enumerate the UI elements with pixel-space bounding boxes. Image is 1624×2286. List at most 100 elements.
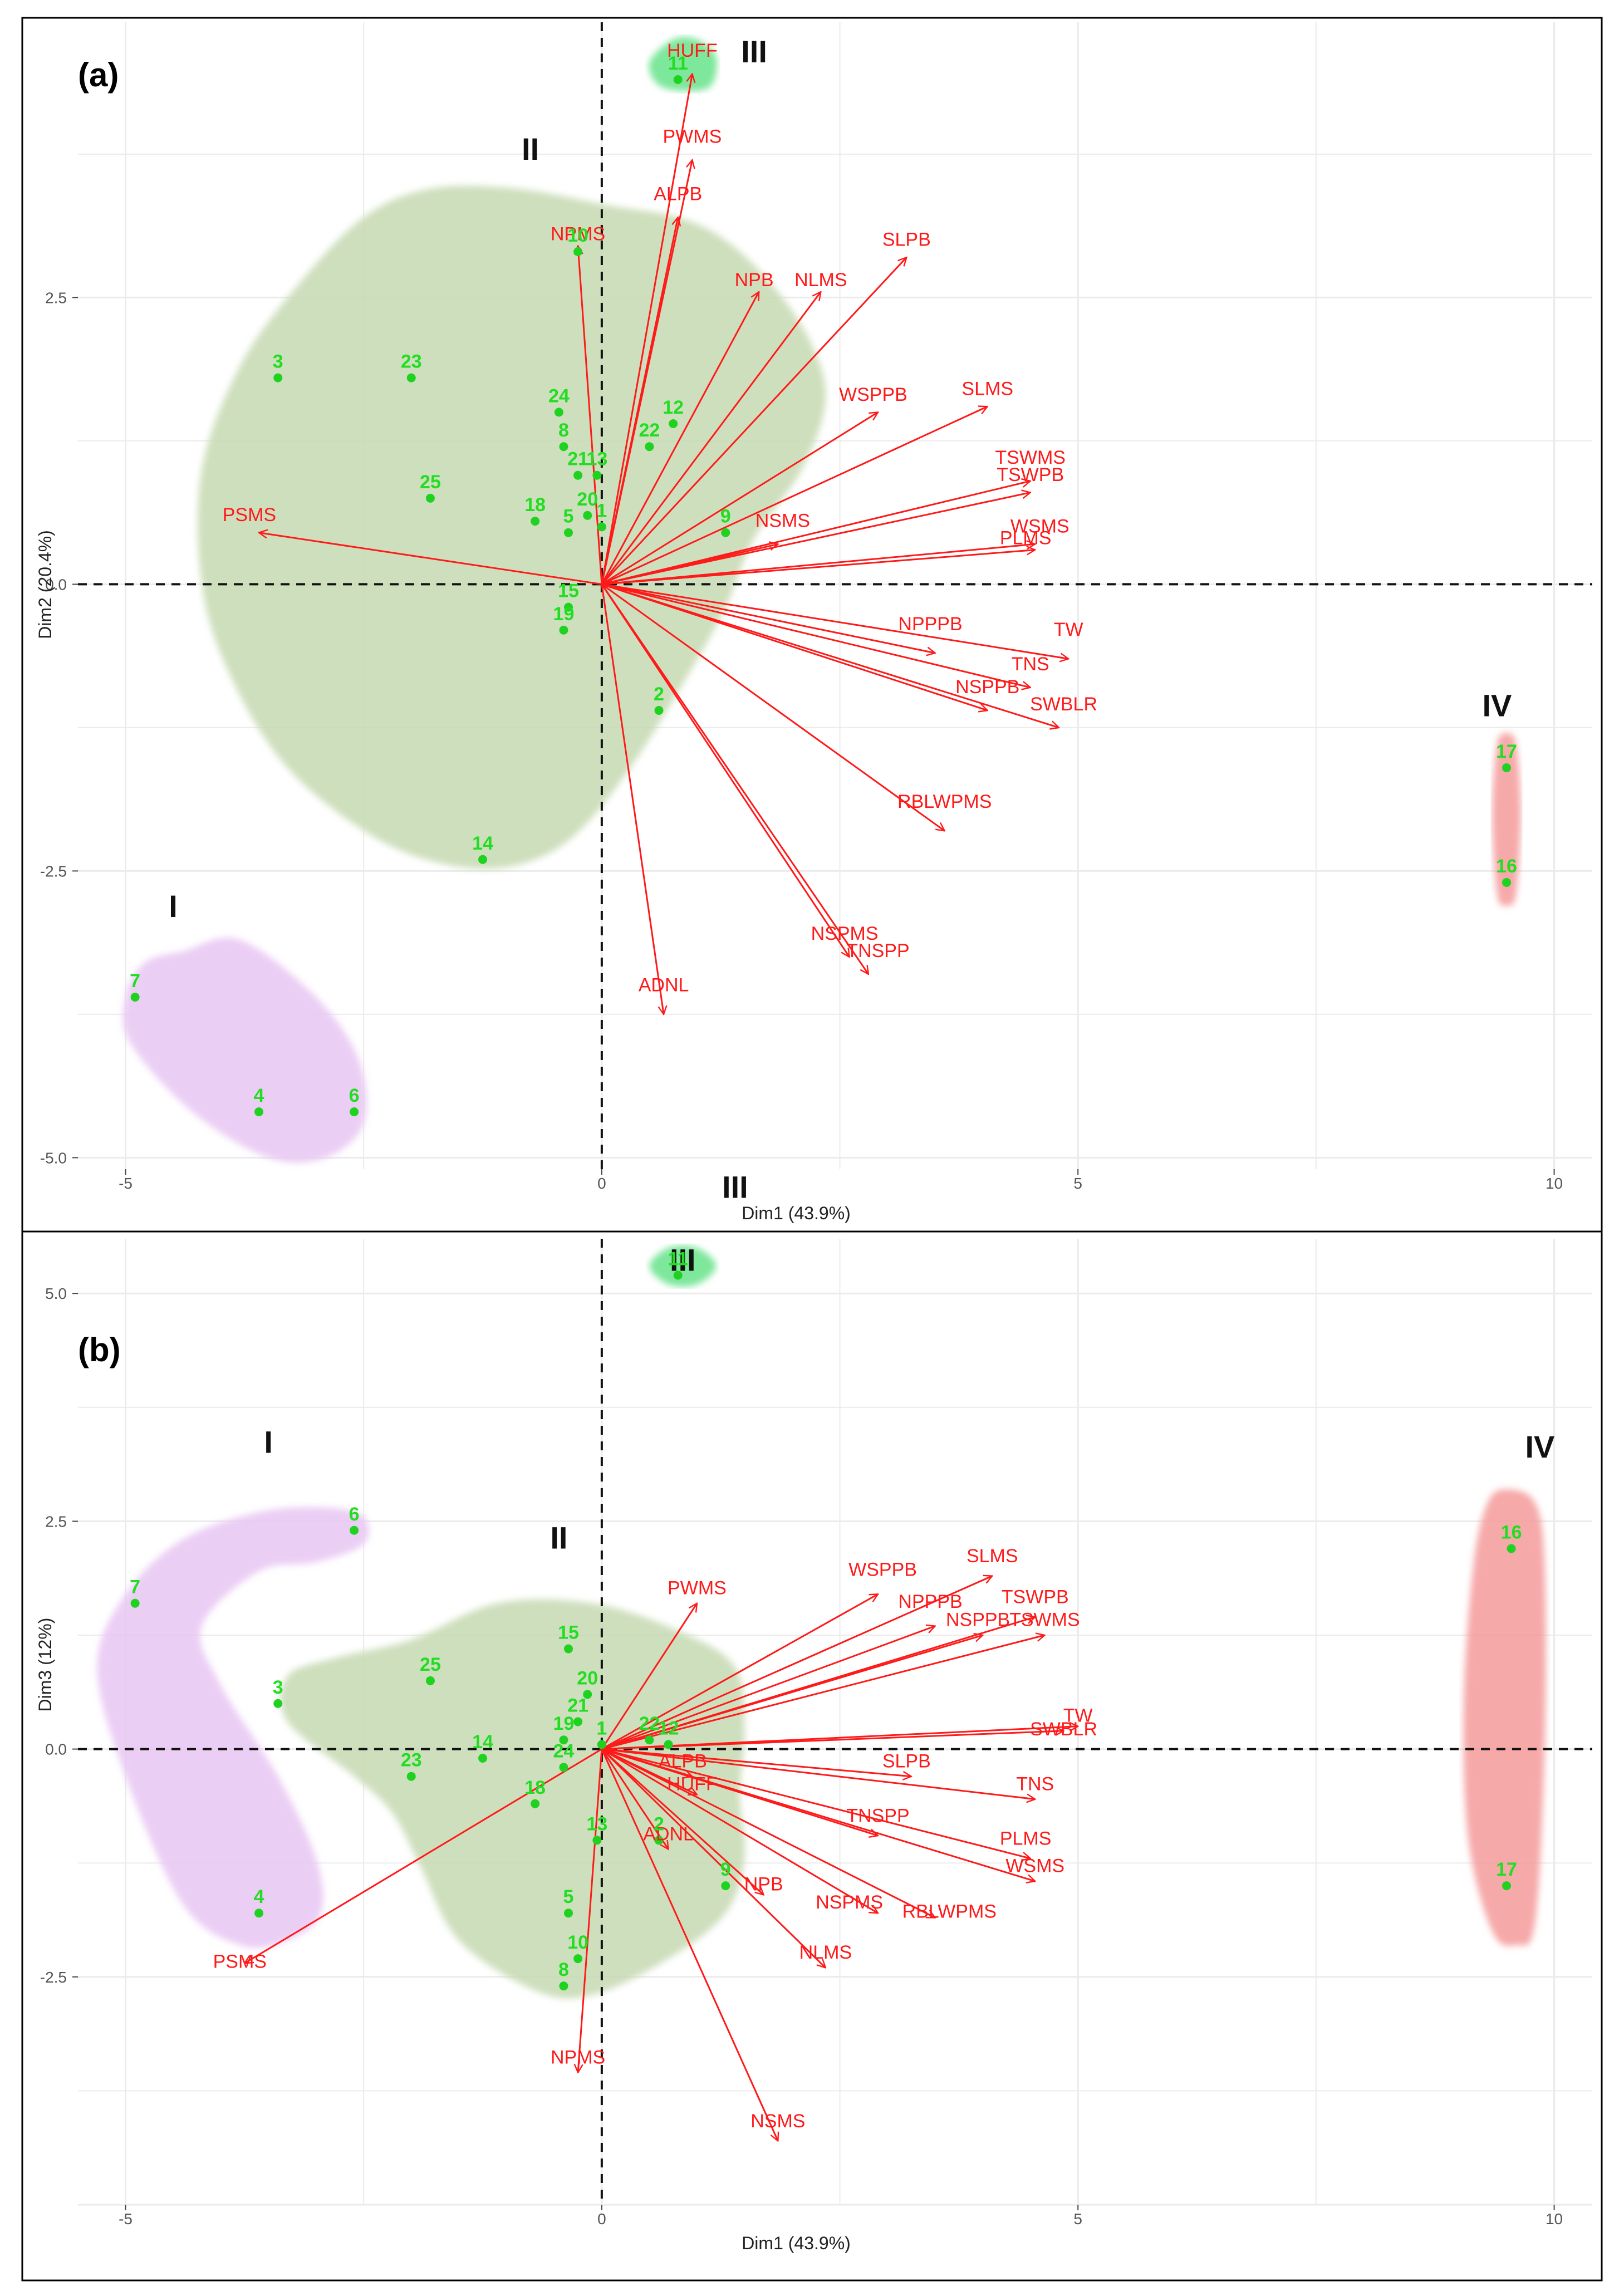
variable-label-NSPPB: NSPPB [946, 1610, 1010, 1631]
individual-point-3 [273, 373, 283, 382]
individual-point-6 [350, 1525, 359, 1535]
panel-a-axes: -5 0 5 10 2.5 0.0 -2.5 -5.0 [40, 22, 1592, 1192]
individual-point-8 [559, 442, 568, 452]
variable-arrow-WSPPB [601, 412, 878, 585]
individual-label-4: 4 [254, 1085, 264, 1106]
individual-point-10 [573, 1954, 583, 1964]
variable-arrow-WSMS [601, 1748, 1035, 1881]
individual-label-1: 1 [596, 500, 607, 521]
individual-label-22: 22 [639, 420, 660, 441]
y-tick-label: -5.0 [40, 1149, 67, 1166]
individual-label-7: 7 [130, 1577, 140, 1598]
variable-label-TNSPP: TNSPP [846, 1806, 909, 1827]
variable-label-WSPPB: WSPPB [848, 1559, 917, 1581]
y-tick-label: 5.0 [45, 1285, 67, 1302]
individual-point-8 [559, 1981, 568, 1991]
variable-arrow-SLPB [601, 1748, 911, 1777]
individual-label-7: 7 [130, 970, 140, 992]
variable-label-NPB: NPB [744, 1873, 783, 1895]
variable-label-WSMS: WSMS [1010, 516, 1069, 537]
individual-point-22 [645, 442, 654, 452]
variable-label-PWMS: PWMS [663, 126, 722, 147]
panel-b-label: (b) [78, 1331, 121, 1368]
individual-label-19: 19 [553, 604, 575, 625]
individual-point-21 [573, 1717, 583, 1726]
individual-point-11 [673, 75, 683, 84]
group-IV-region [1492, 733, 1521, 906]
panel-a-label: (a) [78, 56, 119, 94]
variable-arrow-TSWPB [601, 493, 1031, 585]
individual-point-15 [564, 602, 573, 612]
individual-point-22 [645, 1735, 654, 1745]
individual-label-22: 22 [639, 1713, 660, 1734]
individual-label-24: 24 [548, 385, 570, 406]
group-III-region [649, 1245, 717, 1287]
panel-a-x-axis-title: Dim1 (43.9%) [742, 1203, 851, 1223]
individual-point-14 [478, 1753, 488, 1763]
variable-label-NSMS: NSMS [750, 2111, 805, 2132]
variable-arrow-NPPPB [601, 1626, 935, 1750]
variable-arrow-NSPPB [601, 1635, 983, 1750]
y-tick-label: 2.5 [45, 1513, 67, 1530]
individual-point-5 [564, 1909, 573, 1918]
variable-arrow-WSMS [601, 544, 1035, 585]
group-III-label: III [741, 34, 767, 69]
variable-label-NPB: NPB [735, 269, 774, 291]
y-tick-label: 2.5 [45, 289, 67, 306]
group-II-region [280, 1599, 745, 1999]
individual-point-13 [592, 1836, 602, 1845]
individual-point-19 [559, 1735, 568, 1745]
individual-point-14 [478, 855, 488, 864]
variable-arrow-NSPMS [601, 1748, 878, 1914]
variable-label-NPPPB: NPPPB [898, 1591, 962, 1612]
variable-label-NPMS: NPMS [551, 223, 605, 244]
individual-label-9: 9 [720, 506, 731, 527]
variable-label-TNS: TNS [1012, 654, 1049, 675]
variable-arrow-NPMS [578, 1749, 603, 2073]
individual-label-21: 21 [567, 1695, 588, 1716]
panel-b-x-axis-title: Dim1 (43.9%) [742, 2233, 851, 2253]
individual-label-17: 17 [1496, 741, 1517, 762]
individual-point-16 [1502, 878, 1512, 887]
individual-point-20 [583, 1690, 592, 1699]
variable-label-ALPB: ALPB [659, 1750, 707, 1772]
variable-arrow-TNSPP [601, 583, 869, 974]
variable-arrow-SWBLR [601, 583, 1059, 728]
individual-label-20: 20 [577, 489, 598, 510]
individual-point-23 [406, 373, 416, 382]
y-tick-label: -2.5 [40, 1969, 67, 1986]
individual-label-2: 2 [654, 1813, 664, 1834]
extra-label: III [722, 1170, 748, 1205]
individual-label-18: 18 [524, 1777, 546, 1798]
variable-arrow-ADNL [601, 1748, 669, 1850]
individual-label-8: 8 [558, 1959, 569, 1980]
variable-arrow-RBLWPMS [601, 1748, 935, 1919]
variable-label-RBLWPMS: RBLWPMS [902, 1901, 997, 1922]
variable-label-NPPPB: NPPPB [898, 614, 962, 635]
x-tick-label: -5 [119, 1175, 133, 1192]
individual-point-19 [559, 625, 568, 635]
individual-point-17 [1502, 763, 1512, 772]
variable-arrow-ADNL [601, 584, 664, 1014]
panel-a-variable-arrows [259, 74, 1068, 1014]
individual-label-3: 3 [273, 1677, 283, 1698]
individual-label-13: 13 [586, 449, 607, 470]
individual-point-17 [1502, 1881, 1512, 1891]
panel-b-individuals [130, 1270, 1516, 1991]
individual-point-23 [406, 1772, 416, 1781]
individual-label-11: 11 [668, 53, 688, 74]
panel-a: -5 0 5 102.50.0-2.5-5.0 IIIIIIIVHUFFPWMSALP… [21, 17, 1603, 1233]
individual-label-16: 16 [1496, 856, 1517, 877]
group-IV-label: IV [1525, 1429, 1554, 1464]
individual-point-13 [592, 470, 602, 480]
variable-label-HUFF: HUFF [667, 1773, 718, 1794]
group-III-region [649, 37, 717, 91]
individual-point-24 [554, 408, 563, 417]
individual-label-6: 6 [349, 1504, 360, 1525]
variable-label-TSWPB: TSWPB [997, 464, 1064, 485]
individual-label-11: 11 [668, 1248, 688, 1269]
panel-b-axes: -5 0 5 10 5.0 2.5 0.0 -2.5 [40, 1239, 1592, 2228]
individual-point-24 [559, 1763, 568, 1772]
